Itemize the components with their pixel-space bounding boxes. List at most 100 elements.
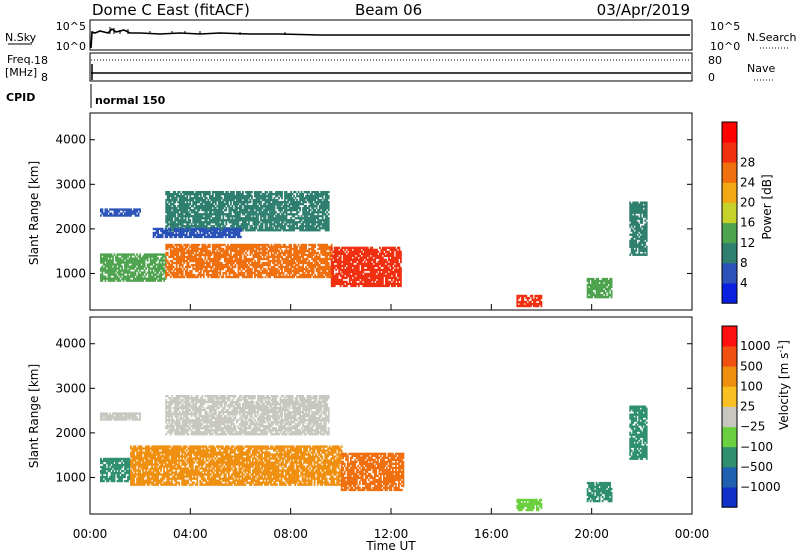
echo-cell bbox=[152, 277, 155, 280]
echo-cell bbox=[211, 199, 214, 202]
echo-cell bbox=[350, 268, 353, 272]
echo-cell bbox=[520, 294, 523, 298]
echo-cell bbox=[214, 207, 217, 210]
echo-cell bbox=[130, 261, 132, 264]
echo-cell bbox=[382, 280, 384, 284]
echo-cell bbox=[306, 223, 309, 226]
echo-cell bbox=[242, 267, 244, 271]
echo-cell bbox=[324, 219, 327, 222]
echo-cell bbox=[261, 227, 264, 230]
echo-cell bbox=[237, 261, 240, 265]
echo-cell bbox=[207, 253, 210, 257]
echo-cell bbox=[284, 275, 286, 279]
echo-cell bbox=[180, 249, 183, 253]
echo-cell bbox=[227, 243, 229, 247]
echo-cell bbox=[161, 233, 164, 237]
echo-cell bbox=[269, 203, 271, 206]
echo-cell bbox=[363, 278, 366, 282]
echo-cell bbox=[383, 246, 386, 249]
echo-cell bbox=[354, 282, 357, 286]
echo-cell bbox=[109, 269, 111, 272]
echo-cell bbox=[398, 246, 401, 249]
echo-cell bbox=[320, 199, 323, 202]
echo-cell bbox=[249, 219, 252, 222]
echo-cell bbox=[311, 213, 313, 216]
echo-cell bbox=[311, 255, 313, 259]
echo-cell bbox=[109, 257, 111, 260]
echo-cell bbox=[149, 257, 152, 260]
echo-cell bbox=[139, 277, 141, 280]
echo-cell bbox=[237, 267, 240, 271]
echo-cell bbox=[379, 280, 381, 284]
echo-cell bbox=[397, 260, 399, 264]
echo-cell bbox=[252, 219, 255, 222]
echo-cell bbox=[293, 199, 295, 202]
echo-cell bbox=[279, 245, 282, 249]
echo-cell bbox=[190, 255, 193, 259]
echo-cell bbox=[212, 235, 215, 239]
echo-cell bbox=[269, 245, 271, 249]
echo-cell bbox=[192, 263, 195, 267]
echo-cell bbox=[282, 259, 285, 263]
echo-cell bbox=[287, 255, 289, 259]
echo-cell bbox=[175, 247, 178, 251]
echo-cell bbox=[260, 207, 262, 210]
echo-cell bbox=[112, 257, 114, 260]
echo-cell bbox=[245, 201, 247, 204]
echo-cell bbox=[207, 199, 210, 202]
echo-cell bbox=[267, 199, 270, 202]
echo-cell bbox=[112, 263, 114, 266]
echo-cell bbox=[245, 251, 247, 255]
echo-cell bbox=[366, 282, 369, 286]
echo-cell bbox=[296, 271, 298, 275]
echo-cell bbox=[366, 264, 369, 268]
echo-cell bbox=[312, 275, 315, 279]
echo-cell bbox=[257, 197, 259, 200]
echo-cell bbox=[237, 215, 240, 218]
echo-cell bbox=[255, 193, 258, 196]
echo-cell bbox=[195, 245, 198, 249]
echo-cell bbox=[263, 213, 265, 216]
echo-cell bbox=[290, 261, 292, 265]
echo-cell bbox=[293, 251, 295, 255]
echo-cell bbox=[326, 211, 329, 214]
echo-cell bbox=[223, 213, 226, 216]
echo-cell bbox=[243, 243, 246, 247]
echo-cell bbox=[336, 274, 339, 278]
echo-cell bbox=[371, 252, 374, 255]
echo-cell bbox=[345, 274, 348, 278]
echo-cell bbox=[341, 252, 344, 255]
echo-cell bbox=[243, 199, 246, 202]
echo-cell bbox=[207, 213, 210, 216]
echo-cell bbox=[154, 269, 156, 272]
echo-cell bbox=[350, 256, 353, 259]
echo-cell bbox=[237, 263, 240, 267]
echo-cell bbox=[219, 267, 222, 271]
echo-cell bbox=[389, 248, 392, 251]
echo-cell bbox=[225, 263, 228, 267]
echo-cell bbox=[288, 271, 291, 275]
echo-cell bbox=[365, 284, 368, 288]
echo-cell bbox=[300, 249, 303, 253]
echo-cell bbox=[154, 259, 156, 262]
echo-cell bbox=[213, 253, 216, 257]
echo-cell bbox=[342, 274, 345, 278]
echo-cell bbox=[225, 255, 228, 259]
echo-cell bbox=[318, 209, 321, 212]
echo-cell bbox=[201, 225, 204, 228]
echo-cell bbox=[112, 259, 114, 262]
echo-cell bbox=[261, 265, 264, 269]
echo-cell bbox=[248, 219, 250, 222]
echo-cell bbox=[258, 265, 261, 269]
echo-cell bbox=[308, 211, 310, 214]
echo-cell bbox=[369, 260, 372, 264]
echo-cell bbox=[336, 264, 339, 268]
echo-cell bbox=[180, 201, 183, 204]
echo-cell bbox=[266, 211, 268, 214]
echo-cell bbox=[201, 251, 204, 255]
echo-cell bbox=[318, 275, 321, 279]
freq-label: Freq. bbox=[7, 53, 34, 66]
echo-cell bbox=[344, 254, 347, 257]
echo-cell bbox=[380, 254, 383, 257]
echo-cell bbox=[201, 265, 204, 269]
